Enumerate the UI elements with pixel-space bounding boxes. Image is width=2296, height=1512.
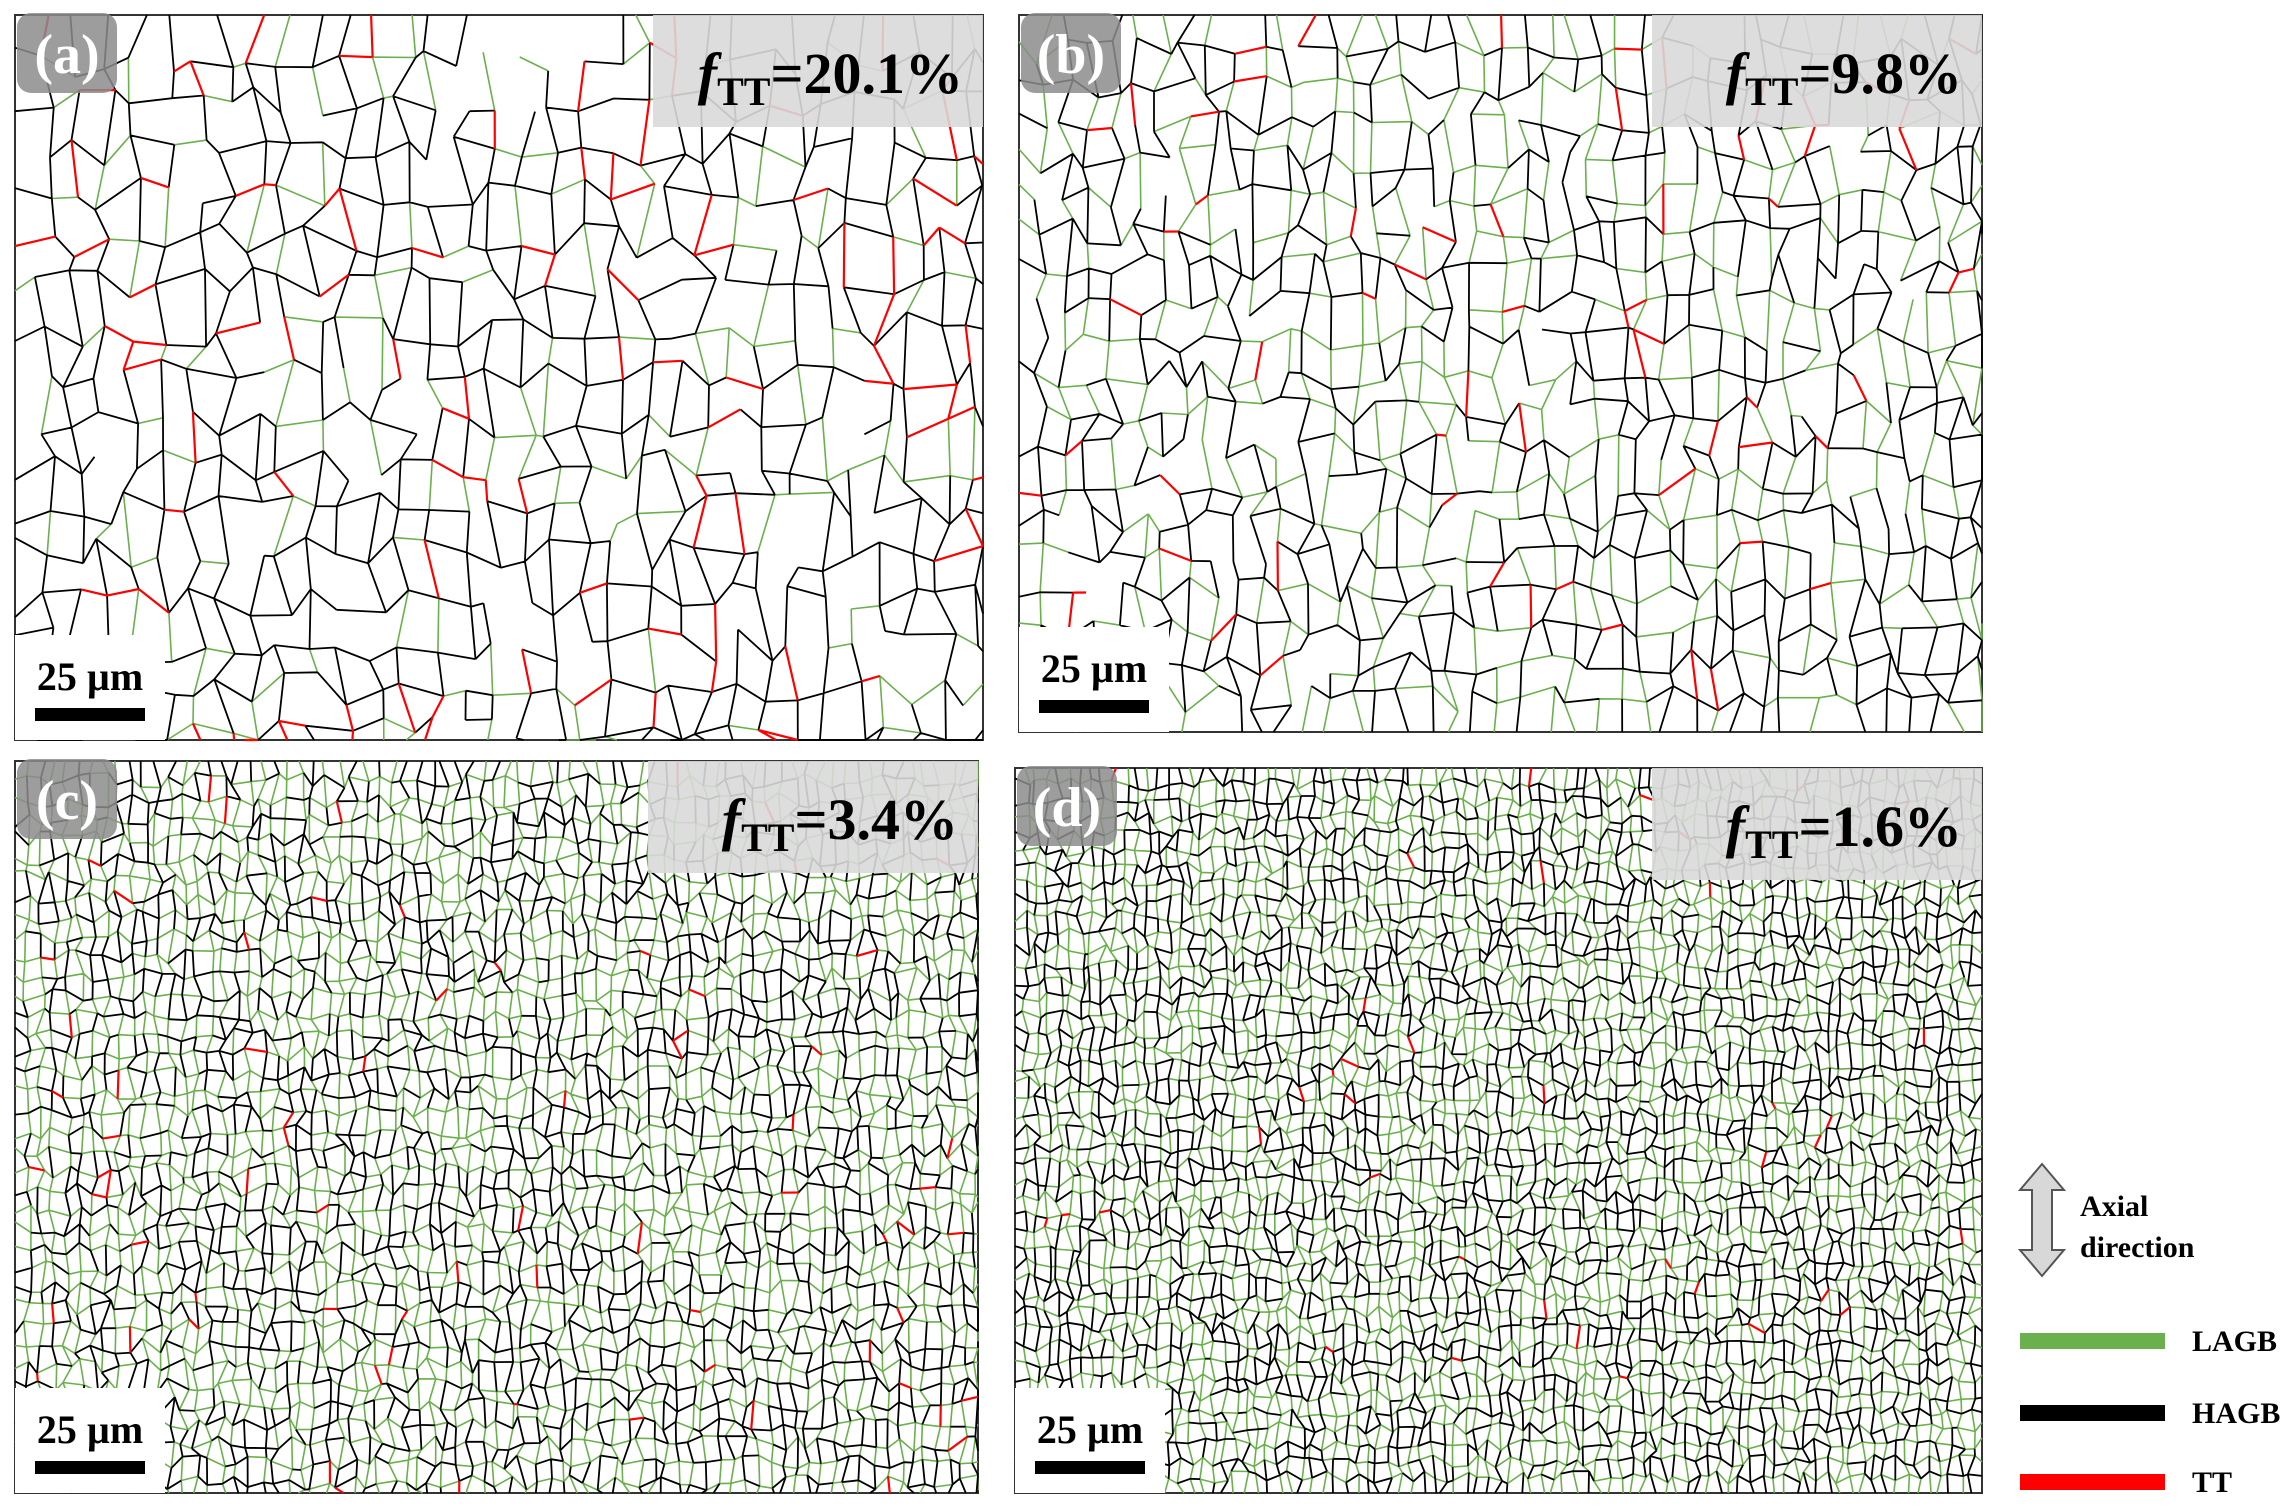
legend-swatch: [2020, 1474, 2165, 1490]
panel-label: (b): [1037, 24, 1105, 86]
scale-label: 25 µm: [37, 654, 143, 699]
axial-label: direction: [2080, 1231, 2195, 1264]
scale-box: [1015, 1388, 1165, 1493]
label-badge: [1021, 13, 1121, 93]
map-frame: [14, 14, 984, 741]
fraction-value: =20.1%: [770, 41, 963, 106]
legend: Axial direction LAGB HAGB TT: [2017, 1162, 2280, 1499]
scale-bar: [1035, 1461, 1145, 1474]
label-badge: [17, 13, 117, 93]
fraction-value: =9.8%: [1798, 41, 1962, 106]
subscript: TT: [1745, 822, 1799, 867]
twin-fraction: fTT=9.8%: [1726, 41, 1962, 114]
panel: (a) fTT=20.1% 25 µm: [14, 13, 984, 742]
grain-boundaries: [14, 14, 984, 741]
panel-label: (a): [34, 24, 99, 86]
subscript: TT: [1745, 69, 1799, 114]
legend-swatch: [2020, 1405, 2165, 1421]
twin-fraction: fTT=20.1%: [698, 41, 963, 114]
scale-box: [1019, 627, 1169, 732]
legend-label: HAGB: [2192, 1397, 2280, 1430]
scale-label: 25 µm: [1037, 1407, 1143, 1452]
label-badge: [17, 759, 117, 839]
panel: (d) fTT=1.6% 25 µm: [1014, 766, 1983, 1494]
twin-fraction: fTT=3.4%: [722, 787, 958, 860]
axial-arrow: [2017, 1162, 2067, 1278]
scale-label: 25 µm: [1041, 646, 1147, 691]
panel: (c) fTT=3.4% 25 µm: [14, 759, 979, 1494]
fraction-value: =3.4%: [794, 787, 958, 852]
fraction-badge: [648, 761, 978, 873]
legend-swatch: [2020, 1333, 2165, 1349]
panel-label: (c): [36, 770, 98, 832]
scale-box: [15, 635, 165, 740]
scale-label: 25 µm: [37, 1407, 143, 1452]
axial-label: Axial: [2080, 1190, 2148, 1223]
scale-bar: [35, 1461, 145, 1474]
fraction-value: =1.6%: [1798, 794, 1962, 859]
fraction-badge: [1652, 15, 1982, 127]
grain-boundaries: [1018, 14, 1977, 711]
fraction-badge: [653, 15, 983, 127]
panel-label: (d): [1033, 777, 1101, 839]
legend-label: LAGB: [2192, 1325, 2277, 1358]
twin-fraction: fTT=1.6%: [1726, 794, 1962, 867]
legend-label: TT: [2192, 1466, 2232, 1499]
label-badge: [1017, 766, 1117, 846]
scale-bar: [1039, 700, 1149, 713]
scale-bar: [35, 708, 145, 721]
map-frame: [1018, 14, 1983, 733]
panel: (b) fTT=9.8% 25 µm: [1018, 13, 1983, 733]
subscript: TT: [717, 69, 771, 114]
scale-box: [15, 1388, 165, 1493]
subscript: TT: [741, 815, 795, 860]
fraction-badge: [1652, 768, 1982, 880]
